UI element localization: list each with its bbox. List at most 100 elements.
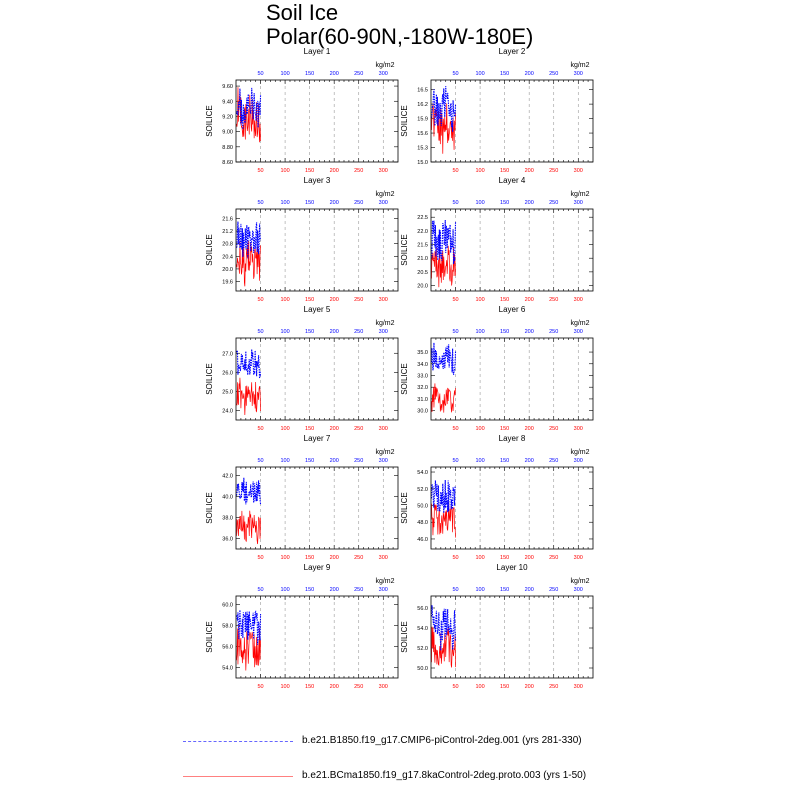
units-label-2: kg/m2 xyxy=(570,62,589,69)
y-tick-label-6-3: 33.0 xyxy=(417,373,428,379)
y-tick-label-4-3: 21.5 xyxy=(417,243,428,249)
y-tick-label-9-1: 56.0 xyxy=(222,644,233,650)
y-axis-label-10: SOILICE xyxy=(400,621,409,653)
x-tick-label-top-3-100: 100 xyxy=(280,200,289,206)
series2-line-7 xyxy=(236,510,261,545)
x-tick-label-bottom-5-100: 100 xyxy=(280,426,289,432)
x-tick-label-bottom-6-50: 50 xyxy=(452,426,458,432)
y-tick-label-10-3: 56.0 xyxy=(417,606,428,612)
legend-line-series1 xyxy=(183,741,293,742)
y-axis-label-5: SOILICE xyxy=(205,363,214,395)
plot-frame-2 xyxy=(430,79,594,163)
x-tick-label-bottom-2-300: 300 xyxy=(574,168,583,174)
x-tick-label-top-10-250: 250 xyxy=(549,587,558,593)
x-tick-label-top-5-250: 250 xyxy=(354,329,363,335)
x-tick-label-top-2-100: 100 xyxy=(475,71,484,77)
x-tick-label-bottom-7-150: 150 xyxy=(305,555,314,561)
x-tick-label-top-9-50: 50 xyxy=(257,587,263,593)
x-tick-label-top-1-250: 250 xyxy=(354,71,363,77)
x-tick-label-bottom-6-200: 200 xyxy=(525,426,534,432)
plot-frame-9 xyxy=(235,595,399,679)
y-tick-label-9-2: 58.0 xyxy=(222,623,233,629)
series2-line-9 xyxy=(236,624,261,671)
x-tick-label-bottom-9-200: 200 xyxy=(330,684,339,690)
panel-title-6: Layer 6 xyxy=(499,305,526,314)
series1-line-3 xyxy=(235,221,262,259)
x-tick-label-top-6-250: 250 xyxy=(549,329,558,335)
y-tick-label-7-2: 40.0 xyxy=(222,494,233,500)
y-tick-label-3-0: 19.6 xyxy=(222,280,233,286)
chart-subtitle: Polar(60-90N,-180W-180E) xyxy=(266,24,534,49)
x-tick-label-bottom-10-150: 150 xyxy=(500,684,509,690)
x-tick-label-bottom-5-300: 300 xyxy=(379,426,388,432)
x-tick-label-top-10-200: 200 xyxy=(525,587,534,593)
y-tick-label-1-4: 9.40 xyxy=(222,99,233,105)
x-tick-label-top-8-200: 200 xyxy=(525,458,534,464)
x-tick-label-bottom-2-50: 50 xyxy=(452,168,458,174)
panel-title-10: Layer 10 xyxy=(496,563,528,572)
x-tick-label-bottom-7-100: 100 xyxy=(280,555,289,561)
panel-title-3: Layer 3 xyxy=(304,176,331,185)
series2-line-3 xyxy=(236,240,261,287)
y-tick-label-3-1: 20.0 xyxy=(222,267,233,273)
x-tick-label-bottom-8-250: 250 xyxy=(549,555,558,561)
x-tick-label-top-4-100: 100 xyxy=(475,200,484,206)
x-tick-label-bottom-8-300: 300 xyxy=(574,555,583,561)
y-axis-label-8: SOILICE xyxy=(400,492,409,524)
series1-line-5 xyxy=(235,348,262,379)
x-tick-label-bottom-1-100: 100 xyxy=(280,168,289,174)
x-tick-label-top-6-100: 100 xyxy=(475,329,484,335)
panel-title-5: Layer 5 xyxy=(304,305,331,314)
x-tick-label-bottom-9-50: 50 xyxy=(257,684,263,690)
x-tick-label-bottom-2-100: 100 xyxy=(475,168,484,174)
series1-line-1 xyxy=(235,87,262,130)
plot-frame-4 xyxy=(430,208,594,292)
y-tick-label-4-1: 20.5 xyxy=(417,270,428,276)
legend-line-series2 xyxy=(183,776,293,777)
x-tick-label-bottom-9-100: 100 xyxy=(280,684,289,690)
y-tick-label-2-4: 16.2 xyxy=(417,102,428,108)
x-tick-label-bottom-3-150: 150 xyxy=(305,297,314,303)
x-tick-label-bottom-2-150: 150 xyxy=(500,168,509,174)
x-tick-label-top-4-200: 200 xyxy=(525,200,534,206)
x-tick-label-bottom-10-300: 300 xyxy=(574,684,583,690)
y-tick-label-3-5: 21.6 xyxy=(222,216,233,222)
y-tick-label-1-3: 9.20 xyxy=(222,114,233,120)
units-label-4: kg/m2 xyxy=(570,191,589,198)
x-tick-label-top-6-50: 50 xyxy=(452,329,458,335)
x-tick-label-bottom-7-250: 250 xyxy=(354,555,363,561)
y-tick-label-1-5: 9.60 xyxy=(222,84,233,90)
x-tick-label-top-5-100: 100 xyxy=(280,329,289,335)
x-tick-label-bottom-1-50: 50 xyxy=(257,168,263,174)
x-tick-label-top-10-100: 100 xyxy=(475,587,484,593)
series1-line-6 xyxy=(430,342,457,375)
y-tick-label-1-2: 9.00 xyxy=(222,130,233,136)
chart-title: Soil Ice xyxy=(266,0,339,25)
x-tick-label-top-4-250: 250 xyxy=(549,200,558,206)
x-tick-label-bottom-1-150: 150 xyxy=(305,168,314,174)
x-tick-label-top-2-250: 250 xyxy=(549,71,558,77)
y-tick-label-6-1: 31.0 xyxy=(417,397,428,403)
y-tick-label-2-0: 15.0 xyxy=(417,160,428,166)
x-tick-label-top-7-100: 100 xyxy=(280,458,289,464)
plot-frame-3 xyxy=(235,208,399,292)
x-tick-label-top-8-50: 50 xyxy=(452,458,458,464)
x-tick-label-bottom-3-300: 300 xyxy=(379,297,388,303)
x-tick-label-bottom-7-300: 300 xyxy=(379,555,388,561)
x-tick-label-top-4-50: 50 xyxy=(452,200,458,206)
x-tick-label-bottom-8-150: 150 xyxy=(500,555,509,561)
y-tick-label-6-0: 30.0 xyxy=(417,409,428,415)
x-tick-label-bottom-9-300: 300 xyxy=(379,684,388,690)
x-tick-label-top-8-150: 150 xyxy=(500,458,509,464)
y-tick-label-5-2: 26.0 xyxy=(222,370,233,376)
units-label-6: kg/m2 xyxy=(570,320,589,327)
series2-line-6 xyxy=(431,383,456,413)
x-tick-label-top-3-200: 200 xyxy=(330,200,339,206)
y-axis-label-1: SOILICE xyxy=(205,105,214,137)
panel-title-4: Layer 4 xyxy=(499,176,526,185)
y-tick-label-10-2: 54.0 xyxy=(417,626,428,632)
x-tick-label-bottom-6-100: 100 xyxy=(475,426,484,432)
panels-container: Layer 1 kg/m2 SOILICE 50 50 100 100 150 150 200 20… xyxy=(205,47,594,690)
y-tick-label-2-3: 15.9 xyxy=(417,117,428,123)
x-tick-label-top-9-300: 300 xyxy=(379,587,388,593)
